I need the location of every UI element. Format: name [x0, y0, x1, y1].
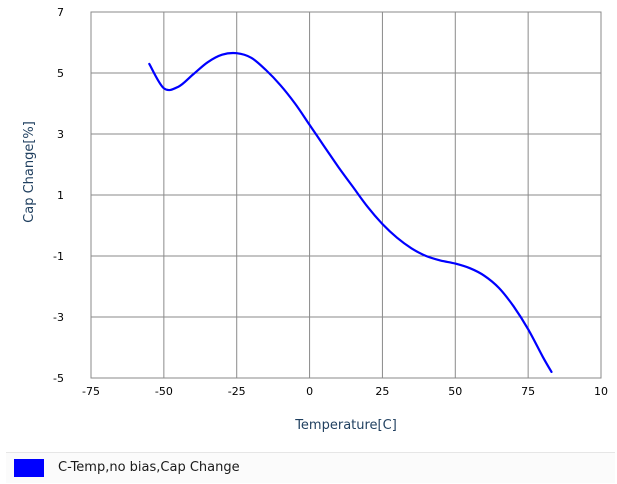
x-tick-label: 25	[375, 385, 389, 398]
y-tick-label: 7	[57, 6, 64, 19]
x-tick-label: -25	[228, 385, 246, 398]
series-line-c-temp	[148, 51, 553, 373]
legend: C-Temp,no bias,Cap Change	[6, 452, 615, 483]
x-tick-label: 75	[521, 385, 535, 398]
y-tick-label: 3	[57, 128, 64, 141]
y-tick-label: -1	[53, 250, 64, 263]
y-axis-label: Cap Change[%]	[22, 121, 37, 223]
y-tick-label: 5	[57, 67, 64, 80]
x-axis-label: Temperature[C]	[294, 418, 397, 433]
legend-swatch	[14, 459, 44, 477]
legend-label: C-Temp,no bias,Cap Change	[58, 460, 240, 475]
x-ticks: -75 -50 -25 0 25 50 75 10	[82, 385, 608, 398]
x-tick-label: 10	[594, 385, 608, 398]
y-tick-label: 1	[57, 189, 64, 202]
y-ticks: 7 5 3 1 -1 -3 -5	[53, 6, 64, 385]
x-tick-label: 0	[306, 385, 313, 398]
y-tick-label: -3	[53, 311, 64, 324]
x-tick-label: 50	[448, 385, 462, 398]
x-tick-label: -75	[82, 385, 100, 398]
x-tick-label: -50	[155, 385, 173, 398]
y-tick-label: -5	[53, 372, 64, 385]
grid	[91, 12, 601, 378]
